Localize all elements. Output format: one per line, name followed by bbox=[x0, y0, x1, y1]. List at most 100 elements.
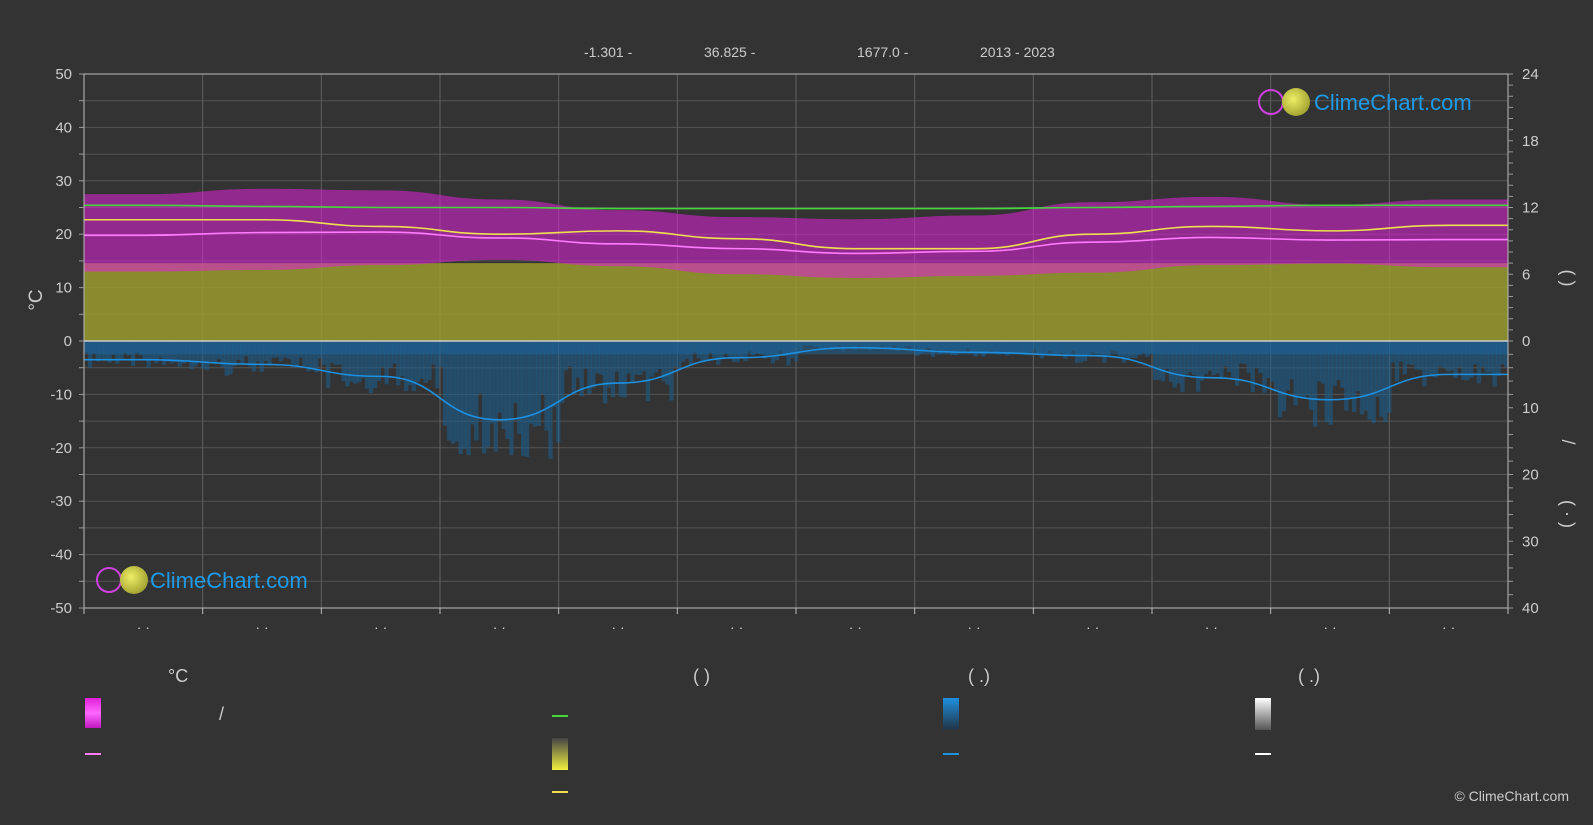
precip-bar bbox=[1168, 341, 1173, 382]
precip-bar bbox=[388, 341, 393, 369]
precip-bar bbox=[907, 341, 912, 347]
precip-bar bbox=[602, 341, 608, 404]
precip-bar bbox=[954, 341, 959, 356]
precip-bar bbox=[1223, 341, 1228, 367]
precip-bar bbox=[825, 341, 830, 348]
precip-bar bbox=[255, 341, 261, 362]
precip-bar bbox=[489, 341, 495, 424]
precip-bar bbox=[1277, 341, 1283, 418]
precip-bar bbox=[485, 341, 491, 448]
month-label: · · bbox=[374, 619, 387, 635]
precip-bar bbox=[380, 341, 385, 368]
left-axis-label: °C bbox=[26, 289, 47, 310]
precip-bar bbox=[571, 341, 577, 394]
precip-bar bbox=[119, 341, 124, 360]
precip-bar bbox=[123, 341, 128, 353]
precip-bar bbox=[1492, 341, 1497, 387]
precip-bar bbox=[1379, 341, 1384, 417]
precip-bar bbox=[1102, 341, 1107, 363]
precip-bar bbox=[797, 341, 803, 350]
precip-bar bbox=[1254, 341, 1259, 369]
precip-bar bbox=[809, 341, 815, 346]
precip-bar bbox=[887, 341, 893, 350]
precip-bar bbox=[657, 341, 662, 369]
precip-bar bbox=[1383, 341, 1388, 423]
precip-bar bbox=[895, 341, 900, 351]
precip-bar bbox=[645, 341, 651, 401]
logo-icon bbox=[1258, 89, 1284, 115]
precip-bar bbox=[197, 341, 202, 362]
legend-temp-range-swatch bbox=[85, 698, 101, 728]
left-tick-label: 30 bbox=[55, 173, 72, 190]
precip-bar bbox=[439, 341, 444, 367]
precip-bar bbox=[559, 341, 565, 404]
precip-bar bbox=[848, 341, 854, 347]
precip-bar bbox=[626, 341, 631, 374]
legend-temp-slash: / bbox=[219, 704, 225, 724]
precip-bar bbox=[1293, 341, 1298, 406]
precip-bar bbox=[1433, 341, 1439, 378]
precip-bar bbox=[1149, 341, 1154, 354]
precip-bar bbox=[442, 341, 448, 426]
precip-bar bbox=[169, 341, 175, 364]
precip-bar bbox=[1090, 341, 1095, 353]
precip-bar bbox=[1246, 341, 1252, 373]
precip-bar bbox=[1113, 341, 1119, 351]
precip-bar bbox=[1340, 341, 1345, 388]
precip-bar bbox=[1199, 341, 1205, 381]
precip-bar bbox=[415, 341, 421, 383]
precip-bar bbox=[360, 341, 366, 378]
precip-bar bbox=[1145, 341, 1150, 357]
precip-bar bbox=[723, 341, 729, 354]
precip-bar bbox=[868, 341, 873, 350]
precip-bar bbox=[583, 341, 588, 369]
precip-bar bbox=[755, 341, 760, 354]
precip-bar bbox=[349, 341, 354, 382]
precip-bar bbox=[446, 341, 452, 441]
precip-bar bbox=[606, 341, 612, 388]
precip-bar bbox=[497, 341, 502, 413]
left-tick-label: 10 bbox=[55, 280, 72, 297]
precip-bar bbox=[1316, 341, 1322, 382]
precip-bar bbox=[872, 341, 877, 348]
precip-bar bbox=[275, 341, 280, 358]
precip-bar bbox=[801, 341, 807, 346]
precip-bar bbox=[903, 341, 908, 347]
precip-bar bbox=[208, 341, 214, 362]
legend-sunshine-mean-line bbox=[552, 791, 568, 793]
precip-bar bbox=[544, 341, 549, 431]
precip-bar bbox=[1242, 341, 1248, 365]
precip-bar bbox=[341, 341, 346, 382]
precip-bar bbox=[766, 341, 772, 357]
precip-bar bbox=[883, 341, 889, 348]
precip-bar bbox=[665, 341, 670, 385]
precip-bar bbox=[1129, 341, 1134, 358]
precip-bar bbox=[556, 341, 561, 443]
precip-bar bbox=[357, 341, 362, 383]
legend-sun-header: ( ) bbox=[693, 666, 710, 686]
precip-bar bbox=[673, 341, 678, 367]
precip-bar bbox=[251, 341, 257, 372]
precip-bar bbox=[1270, 341, 1275, 382]
precip-bar bbox=[731, 341, 737, 362]
precip-bar bbox=[696, 341, 701, 359]
right-tick-label: 24 bbox=[1522, 66, 1539, 83]
precip-bar bbox=[1453, 341, 1458, 379]
precip-bar bbox=[532, 341, 538, 427]
precip-bar bbox=[591, 341, 596, 388]
precip-bar bbox=[407, 341, 413, 386]
precip-bar bbox=[1227, 341, 1232, 372]
precip-bar bbox=[91, 341, 97, 354]
precip-bar bbox=[1250, 341, 1255, 393]
precip-bar bbox=[918, 341, 924, 354]
precip-bar bbox=[579, 341, 584, 397]
precip-bar bbox=[1320, 341, 1326, 384]
precip-bar bbox=[762, 341, 768, 359]
precip-bar bbox=[201, 341, 206, 369]
precip-bar bbox=[1500, 341, 1505, 365]
precip-bar bbox=[1195, 341, 1201, 392]
precip-bar bbox=[134, 341, 140, 353]
precip-bar bbox=[1211, 341, 1216, 376]
precip-bar bbox=[1258, 341, 1263, 373]
